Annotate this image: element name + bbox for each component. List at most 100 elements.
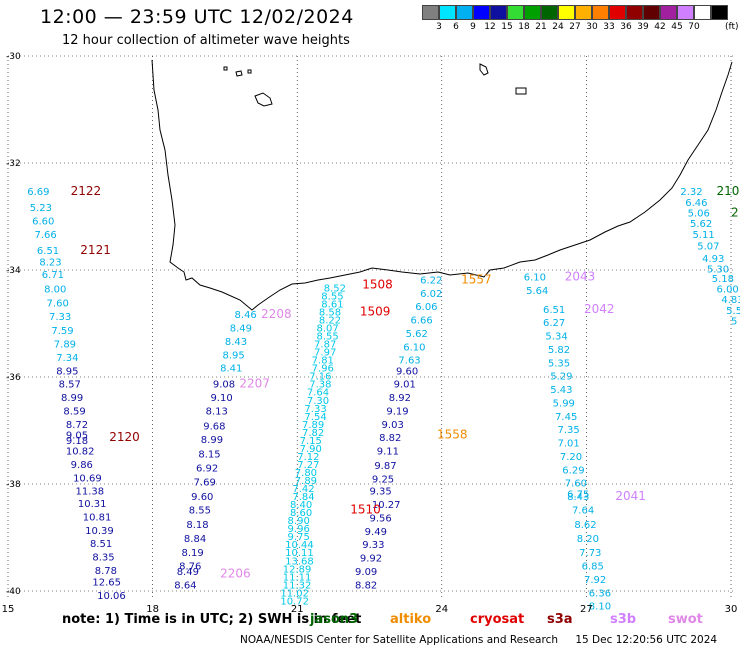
- legend-label: 27: [569, 22, 581, 32]
- wave-height-value: 6.46: [685, 198, 707, 209]
- wave-height-value: 4.93: [702, 254, 724, 265]
- legend-swatch: [660, 5, 677, 20]
- wave-height-value: 9.35: [370, 487, 392, 498]
- wave-height-value: 8.07: [316, 324, 338, 335]
- wave-height-value: 9.09: [355, 567, 377, 578]
- wave-height-value: 8.35: [92, 553, 114, 564]
- wave-height-value: 8.95: [56, 366, 78, 377]
- wave-height-value: 11.32: [283, 580, 312, 591]
- legend-label: 6: [453, 22, 459, 32]
- satellite-cryosat: cryosat: [470, 612, 525, 627]
- wave-height-value: 8.90: [288, 516, 310, 527]
- wave-height-value: 6.00: [717, 284, 739, 295]
- legend-swatch: [677, 5, 694, 20]
- wave-height-value: 7.87: [314, 340, 336, 351]
- wave-height-value: 10.27: [372, 500, 401, 511]
- island-3: [247, 69, 252, 74]
- wave-height-value: 7.64: [572, 505, 594, 516]
- wave-height-value: 2.32: [680, 187, 702, 198]
- wave-height-value: 8.51: [90, 539, 112, 550]
- wave-height-value: 6.06: [415, 302, 437, 313]
- map-subtitle: 12 hour collection of altimeter wave hei…: [62, 33, 350, 48]
- lon-tick-label: 24: [435, 604, 448, 615]
- wave-height-value: 8.59: [63, 406, 85, 417]
- lat-tick-label: -30: [6, 52, 21, 62]
- legend-swatch: [694, 5, 711, 20]
- south-africa-coastline: [151, 59, 733, 311]
- wave-height-value: 6.51: [37, 246, 59, 257]
- wave-height-value: 8.10: [589, 602, 611, 613]
- wave-height-value: 7.45: [555, 412, 577, 423]
- wave-height-value: 8.55: [316, 332, 338, 343]
- wave-height-value: 8.49: [177, 567, 199, 578]
- wave-height-value: 8.23: [39, 258, 61, 269]
- legend-label: 3: [436, 22, 442, 32]
- wave-height-value: 8.40: [290, 500, 312, 511]
- wave-height-value: 11.38: [75, 487, 104, 498]
- wave-height-value: 7.89: [295, 476, 317, 487]
- pass-time-label: 2042: [584, 302, 615, 316]
- wave-height-value: 9.08: [213, 380, 235, 391]
- wave-height-value: 5: [731, 317, 737, 328]
- altimeter-readings: 6.695.236.607.6621226.518.236.718.007.60…: [27, 184, 740, 613]
- lon-tick-label: 18: [146, 604, 159, 615]
- island-5: [479, 63, 489, 76]
- wave-height-value: 7.63: [398, 356, 420, 367]
- pass-time-label: 2207: [239, 377, 270, 391]
- wave-height-value: 9.49: [365, 527, 387, 538]
- legend-label: 70: [688, 22, 700, 32]
- island-4: [254, 92, 273, 107]
- wave-height-value: 8.49: [230, 324, 252, 335]
- island-6: [515, 87, 527, 95]
- wave-height-value: 9.19: [386, 406, 408, 417]
- wave-height-value: 7.97: [314, 348, 336, 359]
- pass-time-label: 1510: [350, 502, 381, 516]
- satellite-jason3: jason3: [310, 612, 359, 627]
- wave-height-value: 8.20: [577, 534, 599, 545]
- lat-tick-label: -40: [6, 587, 21, 597]
- wave-height-value: 6.36: [589, 588, 611, 599]
- wave-height-value: 5.35: [548, 358, 570, 369]
- wave-height-value: 7.73: [579, 548, 601, 559]
- wave-height-value: 6.10: [403, 342, 425, 353]
- wave-height-value: 6.66: [410, 316, 432, 327]
- wave-height-value: 7.92: [584, 575, 606, 586]
- satellite-altiko: altiko: [390, 612, 432, 627]
- legend-swatch: [643, 5, 660, 20]
- wave-height-value: 7.15: [300, 436, 322, 447]
- wave-height-value: 8.55: [189, 505, 211, 516]
- wave-height-value: 7.20: [560, 452, 582, 463]
- wave-height-value: 6.02: [420, 289, 442, 300]
- wave-height-value: 7.33: [49, 312, 71, 323]
- satellite-swot: swot: [668, 612, 703, 627]
- wave-height-value: 5.64: [526, 286, 548, 297]
- pass-time-label: 2206: [220, 567, 251, 581]
- wave-height-value: 7.54: [304, 412, 326, 423]
- wave-height-value: 10.39: [85, 526, 114, 537]
- island-1: [223, 66, 228, 71]
- wave-height-value: 10.72: [280, 596, 309, 607]
- wave-height-value: 9.87: [374, 461, 396, 472]
- wave-height-value: 6.29: [562, 465, 584, 476]
- wave-height-value: 5.62: [406, 329, 428, 340]
- wave-height-value: 8.84: [184, 534, 206, 545]
- wave-height-value: 11.02: [280, 588, 309, 599]
- wave-height-value: 8.22: [319, 316, 341, 327]
- legend-label: 12: [484, 22, 496, 32]
- wave-height-value: 9.56: [370, 513, 392, 524]
- lon-tick-label: 30: [725, 604, 738, 615]
- legend-label: 42: [654, 22, 666, 32]
- wave-height-value: 6.85: [582, 562, 604, 573]
- legend-label: 21: [535, 22, 547, 32]
- wave-height-value: 10.81: [83, 512, 112, 523]
- wave-height-value: 10.06: [97, 591, 126, 602]
- island-2: [235, 70, 243, 77]
- wave-height-value: 9.96: [288, 524, 310, 535]
- wave-height-value: 6.75: [567, 489, 589, 500]
- legend-label: 9: [470, 22, 476, 32]
- wave-height-value: 5.11: [692, 230, 714, 241]
- legend-swatch: [609, 5, 626, 20]
- wave-height-value: 5.62: [690, 219, 712, 230]
- legend-label: 45: [671, 22, 683, 32]
- lat-tick-label: -32: [6, 159, 21, 169]
